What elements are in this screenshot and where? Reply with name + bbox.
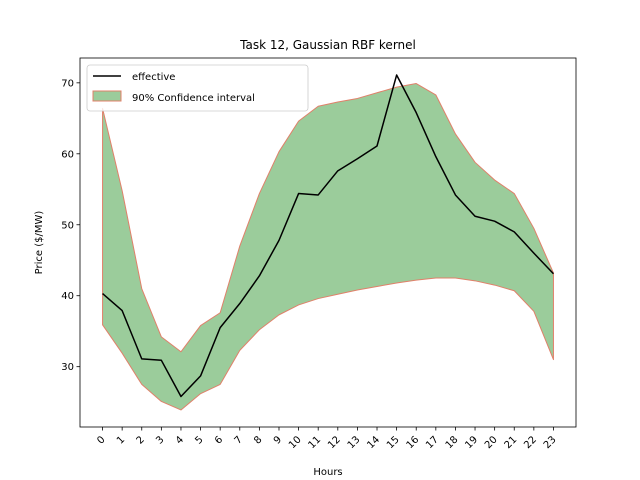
legend-box — [86, 64, 309, 112]
y-tick-label: 50 — [61, 220, 74, 231]
x-axis-label: Hours — [313, 467, 342, 478]
y-tick-label: 70 — [61, 78, 74, 89]
plot-area — [102, 74, 554, 411]
y-tick-label: 40 — [61, 291, 74, 302]
legend-effective-label: effective — [132, 72, 175, 83]
y-tick-label: 60 — [61, 149, 74, 160]
y-tick-label: 30 — [61, 362, 74, 373]
chart-title: Task 12, Gaussian RBF kernel — [239, 38, 416, 52]
legend-band-label: 90% Confidence interval — [132, 93, 255, 104]
legend-band-swatch — [92, 90, 122, 102]
axes-frame — [79, 57, 577, 428]
y-axis-label: Price ($/MW) — [34, 211, 45, 275]
legend: effective 90% Confidence interval — [86, 64, 309, 112]
effective-line — [102, 74, 554, 398]
